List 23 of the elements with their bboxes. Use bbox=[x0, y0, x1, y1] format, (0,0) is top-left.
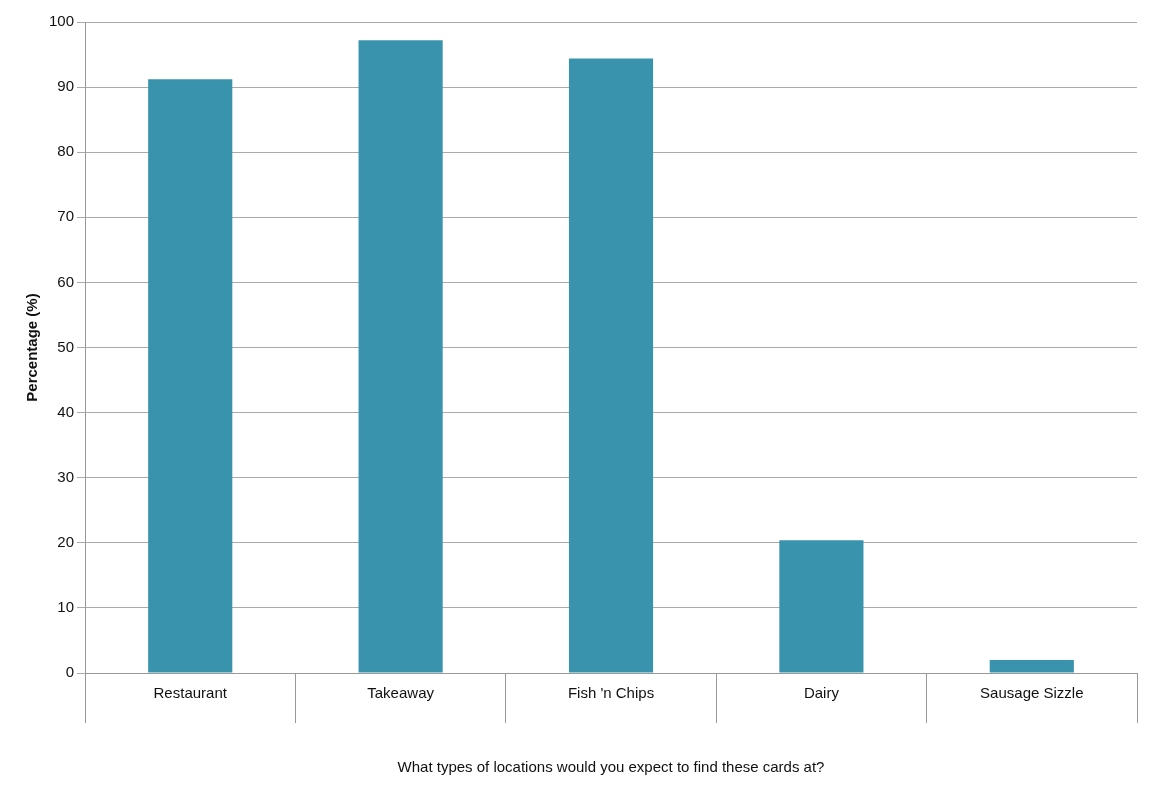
y-tick-label: 10 bbox=[57, 598, 75, 616]
x-tick-label: Sausage Sizzle bbox=[980, 684, 1084, 702]
bar bbox=[148, 79, 233, 673]
bar bbox=[989, 659, 1074, 673]
y-tick-label: 30 bbox=[57, 467, 75, 485]
y-tick-label: 50 bbox=[57, 337, 75, 355]
y-tick-label: 20 bbox=[57, 532, 75, 550]
y-axis-title: Percentage (%) bbox=[23, 293, 41, 402]
bar bbox=[358, 40, 443, 673]
y-tick-label: 0 bbox=[65, 663, 75, 681]
x-axis-title: What types of locations would you expect to find these cards at? bbox=[397, 758, 825, 776]
x-tick-label: Takeaway bbox=[367, 684, 435, 702]
x-tick-label: Fish 'n Chips bbox=[567, 684, 655, 702]
y-tick-label: 60 bbox=[57, 272, 75, 290]
y-tick-label: 100 bbox=[49, 12, 75, 30]
bar bbox=[568, 58, 654, 673]
x-tick-label: Restaurant bbox=[153, 684, 228, 702]
y-tick-label: 70 bbox=[57, 207, 75, 225]
y-tick-label: 90 bbox=[57, 77, 75, 95]
y-tick-label: 80 bbox=[57, 142, 75, 160]
bar bbox=[779, 540, 864, 673]
y-tick-label: 40 bbox=[57, 402, 75, 420]
x-tick-label: Dairy bbox=[803, 684, 840, 702]
